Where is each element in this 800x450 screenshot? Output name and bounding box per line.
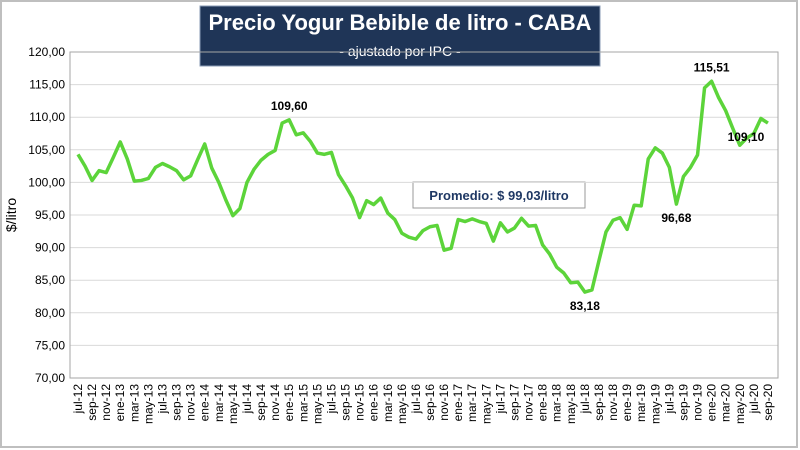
x-tick-label: sep-18 xyxy=(592,384,606,421)
y-tick-label: 90,00 xyxy=(35,241,65,255)
x-tick-label: mar-14 xyxy=(212,384,226,422)
x-tick-label: jul-12 xyxy=(71,384,85,415)
y-tick-label: 100,00 xyxy=(28,175,65,189)
chart-subtitle: - ajustado por IPC - xyxy=(339,43,461,59)
x-tick-label: jul-16 xyxy=(409,384,423,415)
x-tick-label: nov-17 xyxy=(522,384,536,421)
x-tick-label: may-19 xyxy=(648,384,662,424)
x-tick-label: mar-18 xyxy=(550,384,564,422)
x-tick-label: ene-16 xyxy=(367,384,381,422)
data-label: 109,10 xyxy=(728,130,765,144)
y-tick-label: 70,00 xyxy=(35,371,65,385)
x-tick-label: jul-14 xyxy=(240,384,254,415)
x-tick-label: jul-15 xyxy=(324,384,338,415)
x-tick-label: nov-12 xyxy=(99,384,113,421)
x-tick-label: nov-13 xyxy=(184,384,198,421)
x-tick-label: nov-14 xyxy=(268,384,282,421)
y-tick-label: 85,00 xyxy=(35,273,65,287)
x-tick-label: ene-20 xyxy=(705,384,719,422)
x-tick-label: ene-18 xyxy=(536,384,550,422)
x-tick-label: ene-13 xyxy=(113,384,127,422)
y-tick-label: 80,00 xyxy=(35,306,65,320)
x-tick-label: sep-12 xyxy=(85,384,99,421)
y-tick-label: 105,00 xyxy=(28,143,65,157)
data-label: 96,68 xyxy=(661,211,691,225)
x-tick-label: nov-18 xyxy=(606,384,620,421)
x-tick-label: mar-15 xyxy=(296,384,310,422)
x-tick-label: may-20 xyxy=(733,384,747,424)
line xyxy=(76,79,769,294)
title-box xyxy=(199,5,601,67)
x-tick-label: may-16 xyxy=(395,384,409,424)
x-tick-label: sep-19 xyxy=(676,384,690,421)
x-tick-label: sep-16 xyxy=(423,384,437,421)
x-tick-label: sep-14 xyxy=(254,384,268,421)
data-label: 83,18 xyxy=(570,299,600,313)
x-tick-label: may-14 xyxy=(226,384,240,424)
x-tick-label: ene-17 xyxy=(451,384,465,422)
x-tick-label: jul-20 xyxy=(747,384,761,415)
x-tick-label: may-18 xyxy=(564,384,578,424)
x-tick-label: ene-14 xyxy=(198,384,212,422)
y-tick-label: 115,00 xyxy=(29,78,65,92)
x-tick-label: mar-13 xyxy=(127,384,141,422)
x-tick-label: mar-17 xyxy=(465,384,479,422)
x-tick-label: nov-16 xyxy=(437,384,451,421)
y-tick-label: 95,00 xyxy=(35,208,65,222)
y-axis-label: $/litro xyxy=(3,198,19,232)
chart-title: Precio Yogur Bebible de litro - CABA xyxy=(208,10,591,35)
data-label: 115,51 xyxy=(694,60,730,74)
data-label: 109,60 xyxy=(271,99,308,113)
x-tick-label: jul-18 xyxy=(578,384,592,415)
x-tick-label: sep-17 xyxy=(507,384,521,421)
x-tick-label: ene-15 xyxy=(282,384,296,422)
y-tick-label: 120,00 xyxy=(28,45,65,59)
x-tick-label: may-15 xyxy=(310,384,324,424)
x-tick-label: ene-19 xyxy=(620,384,634,422)
x-tick-label: nov-15 xyxy=(353,384,367,421)
x-tick-label: jul-19 xyxy=(662,384,676,415)
x-tick-label: mar-20 xyxy=(719,384,733,422)
y-tick-label: 110,00 xyxy=(29,110,65,124)
y-tick-label: 75,00 xyxy=(35,338,65,352)
x-tick-label: may-13 xyxy=(141,384,155,424)
x-tick-label: mar-19 xyxy=(634,384,648,422)
x-tick-label: sep-13 xyxy=(170,384,184,421)
x-tick-label: sep-15 xyxy=(339,384,353,421)
x-tick-label: may-17 xyxy=(479,384,493,424)
x-tick-label: jul-17 xyxy=(493,384,507,415)
plot-border xyxy=(69,51,779,379)
x-tick-label: mar-16 xyxy=(381,384,395,422)
annotation: Promedio: $ 99,03/litro xyxy=(429,188,568,203)
x-tick-label: jul-13 xyxy=(155,384,169,415)
x-tick-label: sep-20 xyxy=(761,384,775,421)
x-tick-label: nov-19 xyxy=(691,384,705,421)
